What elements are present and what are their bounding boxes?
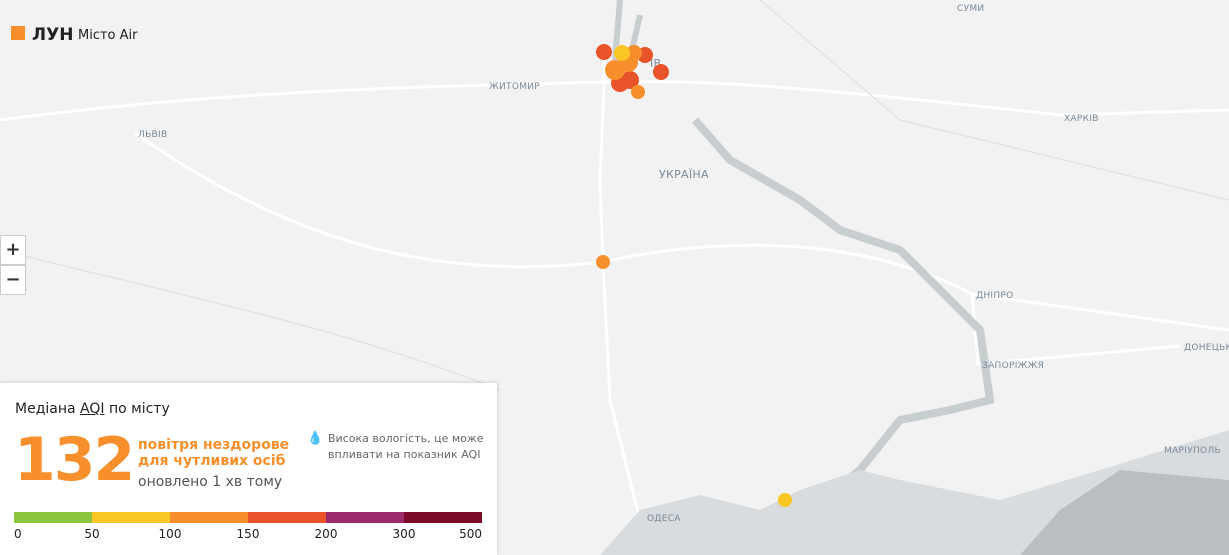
city-label: ЗАПОРІЖЖЯ	[982, 361, 1044, 371]
humidity-note: Висока вологість, це може впливати на по…	[328, 432, 484, 461]
aqi-panel: Медіана AQI по місту 132 повітря нездоро…	[0, 383, 497, 555]
scale-segment	[92, 512, 170, 523]
city-label: СУМИ	[957, 4, 984, 14]
city-label: ЖИТОМИР	[489, 82, 540, 92]
logo-product: Місто Air	[78, 28, 138, 43]
scale-segment	[14, 512, 92, 523]
zoom-out[interactable]: −	[0, 265, 26, 295]
scale-segment	[404, 512, 482, 523]
drop-icon: 💧	[307, 431, 324, 446]
city-label: ХАРКІВ	[1064, 114, 1099, 124]
aqi-status: повітря нездорове для чутливих осіб	[138, 437, 290, 469]
scale-tick: 150	[236, 527, 260, 541]
scale-segment	[248, 512, 326, 523]
scale-tick: 50	[84, 527, 100, 541]
city-label: ДОНЕЦЬК	[1184, 343, 1229, 353]
aqi-scale: 0 50 100 150 200 300 500	[14, 512, 482, 542]
updated: оновлено 1 хв тому	[138, 474, 283, 490]
aqi-link[interactable]: AQI	[80, 401, 105, 417]
scale-tick: 0	[14, 527, 22, 541]
scale-tick: 300	[392, 527, 416, 541]
scale-tick: 500	[459, 527, 482, 541]
zoom-in[interactable]: +	[0, 235, 26, 265]
country-label: УКРАЇНА	[659, 168, 709, 181]
title-text: по місту	[108, 401, 170, 417]
sensor-markers	[596, 44, 792, 507]
city-label: ОДЕСА	[647, 514, 681, 524]
city-label: ДНІПРО	[976, 291, 1014, 301]
aqi-value: 132	[14, 425, 135, 495]
scale-segment	[326, 512, 404, 523]
title-text: Медіана	[15, 401, 76, 417]
scale-tick: 100	[158, 527, 182, 541]
logo-brand: ЛУН	[32, 25, 73, 45]
city-label: МАРІУПОЛЬ	[1164, 446, 1221, 456]
scale-segment	[170, 512, 248, 523]
city-label: ІВ	[650, 57, 661, 70]
city-label: ЛЬВІВ	[138, 130, 167, 140]
scale-tick: 200	[314, 527, 338, 541]
panel-title: Медіана AQI по місту	[15, 401, 170, 417]
